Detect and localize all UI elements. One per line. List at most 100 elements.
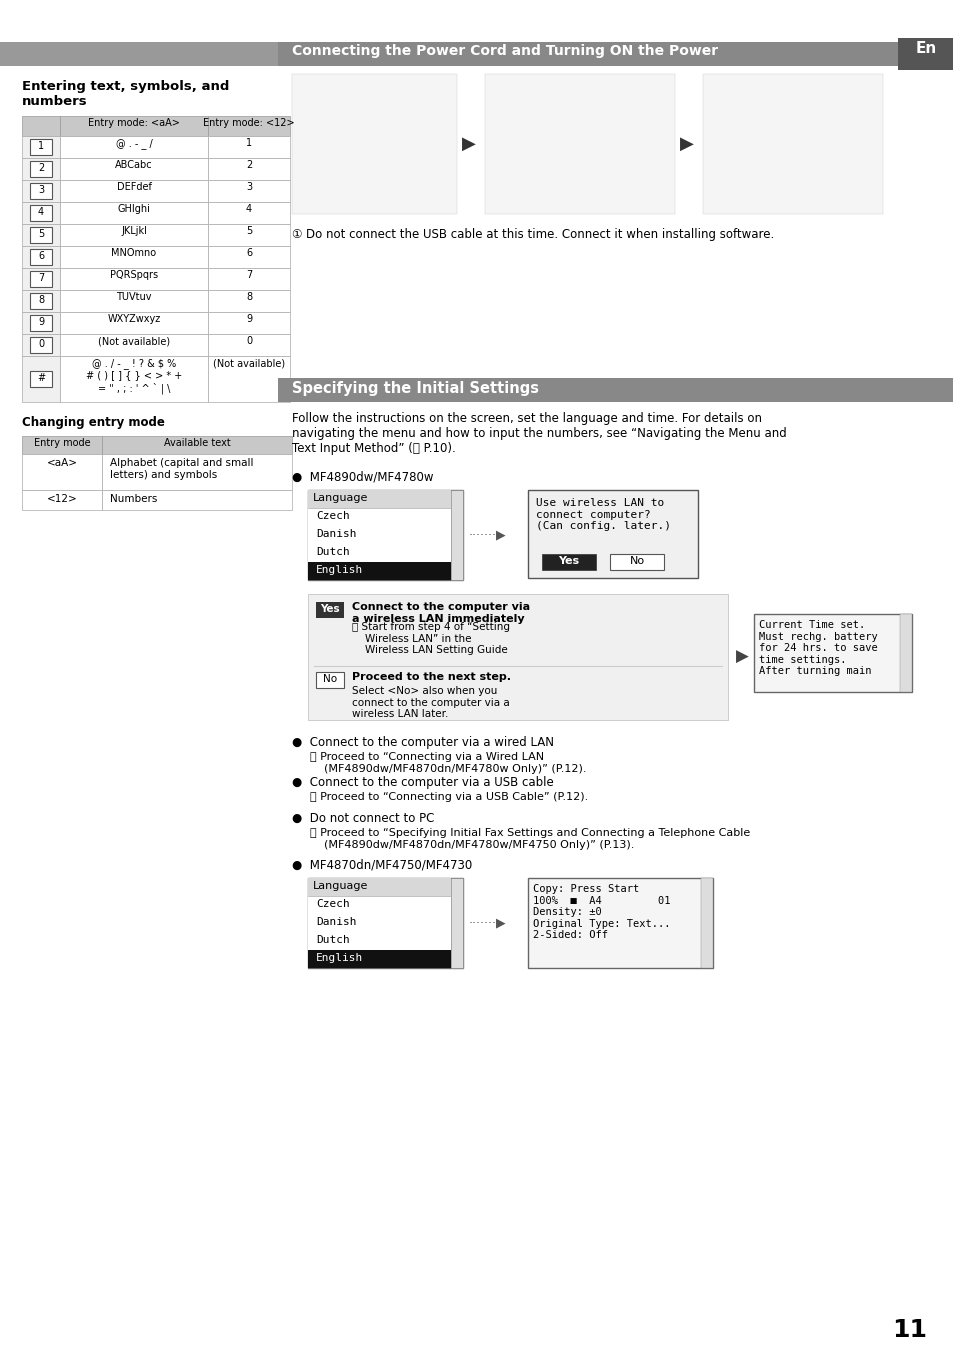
Text: (Not available): (Not available) <box>213 359 285 368</box>
Text: JKLjkl: JKLjkl <box>121 226 147 236</box>
Bar <box>60 158 208 181</box>
Bar <box>899 613 911 692</box>
Text: GHIghi: GHIghi <box>117 204 151 214</box>
Bar <box>541 554 596 570</box>
Text: ▶: ▶ <box>735 648 748 666</box>
Text: Danish: Danish <box>315 917 356 927</box>
Text: @ . - _ /: @ . - _ / <box>115 137 152 148</box>
Text: Entry mode: <12>: Entry mode: <12> <box>203 119 294 128</box>
Text: ·······▶: ·······▶ <box>469 917 506 930</box>
Text: 7: 7 <box>38 274 44 283</box>
Bar <box>60 224 208 245</box>
Bar <box>22 116 60 136</box>
Bar <box>609 554 663 570</box>
Text: Yes: Yes <box>320 604 339 613</box>
Bar <box>308 931 451 950</box>
Text: ●  MF4890dw/MF4780w: ● MF4890dw/MF4780w <box>292 470 433 483</box>
Text: ▶: ▶ <box>679 135 693 154</box>
Text: Yes: Yes <box>558 555 579 566</box>
Bar <box>22 311 60 334</box>
Text: <12>: <12> <box>47 493 77 504</box>
Text: 9: 9 <box>246 314 252 324</box>
Text: DEFdef: DEFdef <box>116 182 152 191</box>
Text: Use wireless LAN to
connect computer?
(Can config. later.): Use wireless LAN to connect computer? (C… <box>536 497 670 531</box>
Text: 6: 6 <box>38 251 44 262</box>
Text: 1: 1 <box>246 137 252 148</box>
Text: 3: 3 <box>246 182 252 191</box>
Text: Ⓢ Start from step 4 of “Setting
    Wireless LAN” in the
    Wireless LAN Settin: Ⓢ Start from step 4 of “Setting Wireless… <box>352 621 510 655</box>
Text: ●  Connect to the computer via a wired LAN: ● Connect to the computer via a wired LA… <box>292 736 554 749</box>
Bar <box>208 181 290 202</box>
Text: Connect to the computer via
a wireless LAN immediately: Connect to the computer via a wireless L… <box>352 603 530 624</box>
Bar <box>208 290 290 311</box>
Bar <box>308 594 727 720</box>
Bar <box>22 268 60 290</box>
Text: Changing entry mode: Changing entry mode <box>22 417 165 429</box>
Text: Connecting the Power Cord and Turning ON the Power: Connecting the Power Cord and Turning ON… <box>292 44 718 58</box>
Text: Available text: Available text <box>164 438 230 448</box>
Text: Copy: Press Start
100%  ■  A4         01
Density: ±0
Original Type: Text...
2-Si: Copy: Press Start 100% ■ A4 01 Density: … <box>533 884 670 941</box>
Text: 0: 0 <box>38 338 44 349</box>
FancyBboxPatch shape <box>30 371 52 387</box>
FancyBboxPatch shape <box>30 271 52 287</box>
Bar <box>308 878 462 968</box>
Bar <box>60 116 208 136</box>
Text: Entry mode: <aA>: Entry mode: <aA> <box>88 119 180 128</box>
Text: 5: 5 <box>246 226 252 236</box>
Text: 1: 1 <box>38 142 44 151</box>
Text: ●  Do not connect to PC: ● Do not connect to PC <box>292 811 434 825</box>
Text: WXYZwxyz: WXYZwxyz <box>108 314 160 324</box>
Text: ●  Connect to the computer via a USB cable: ● Connect to the computer via a USB cabl… <box>292 776 553 789</box>
FancyBboxPatch shape <box>30 337 52 353</box>
FancyBboxPatch shape <box>30 226 52 243</box>
Bar <box>60 356 208 402</box>
Text: Dutch: Dutch <box>315 936 350 945</box>
Text: 8: 8 <box>246 293 252 302</box>
Text: Select <No> also when you
connect to the computer via a
wireless LAN later.: Select <No> also when you connect to the… <box>352 686 509 720</box>
Bar <box>102 435 292 454</box>
Bar <box>22 181 60 202</box>
Text: Do not connect the USB cable at this time. Connect it when installing software.: Do not connect the USB cable at this tim… <box>306 228 774 241</box>
Text: 4: 4 <box>38 208 44 217</box>
Text: En: En <box>915 40 936 57</box>
Text: TUVtuv: TUVtuv <box>116 293 152 302</box>
Text: Alphabet (capital and small
letters) and symbols: Alphabet (capital and small letters) and… <box>110 458 253 480</box>
Text: 5: 5 <box>38 229 44 239</box>
Bar <box>22 136 60 158</box>
Bar <box>897 38 953 70</box>
Text: Ⓢ Proceed to “Connecting via a USB Cable” (P.12).: Ⓢ Proceed to “Connecting via a USB Cable… <box>310 793 588 802</box>
Text: 8: 8 <box>38 295 44 305</box>
Text: Follow the instructions on the screen, set the language and time. For details on: Follow the instructions on the screen, s… <box>292 412 786 456</box>
Text: 0: 0 <box>246 336 252 346</box>
Text: Ⓢ Proceed to “Connecting via a Wired LAN
    (MF4890dw/MF4870dn/MF4780w Only)” (: Ⓢ Proceed to “Connecting via a Wired LAN… <box>310 752 586 774</box>
Bar <box>702 74 882 214</box>
Bar <box>22 158 60 181</box>
FancyBboxPatch shape <box>30 139 52 155</box>
Bar <box>60 334 208 356</box>
Bar <box>208 116 290 136</box>
Bar <box>208 268 290 290</box>
Bar <box>308 896 451 914</box>
Text: 2: 2 <box>38 163 44 173</box>
Bar <box>60 311 208 334</box>
FancyBboxPatch shape <box>30 293 52 309</box>
Bar <box>451 878 462 968</box>
Text: ①: ① <box>292 228 306 241</box>
Bar <box>208 334 290 356</box>
Bar <box>753 613 911 692</box>
Bar <box>0 42 277 66</box>
Text: Language: Language <box>313 882 368 891</box>
Bar <box>308 545 451 562</box>
Bar <box>700 878 712 968</box>
Bar <box>451 491 462 580</box>
Text: ●  MF4870dn/MF4750/MF4730: ● MF4870dn/MF4750/MF4730 <box>292 857 472 871</box>
Bar <box>208 158 290 181</box>
Bar <box>22 491 102 510</box>
Text: #: # <box>37 373 45 383</box>
Bar <box>22 435 102 454</box>
Bar <box>60 181 208 202</box>
Bar <box>22 454 102 491</box>
Bar <box>22 202 60 224</box>
FancyBboxPatch shape <box>30 183 52 200</box>
Bar <box>60 202 208 224</box>
